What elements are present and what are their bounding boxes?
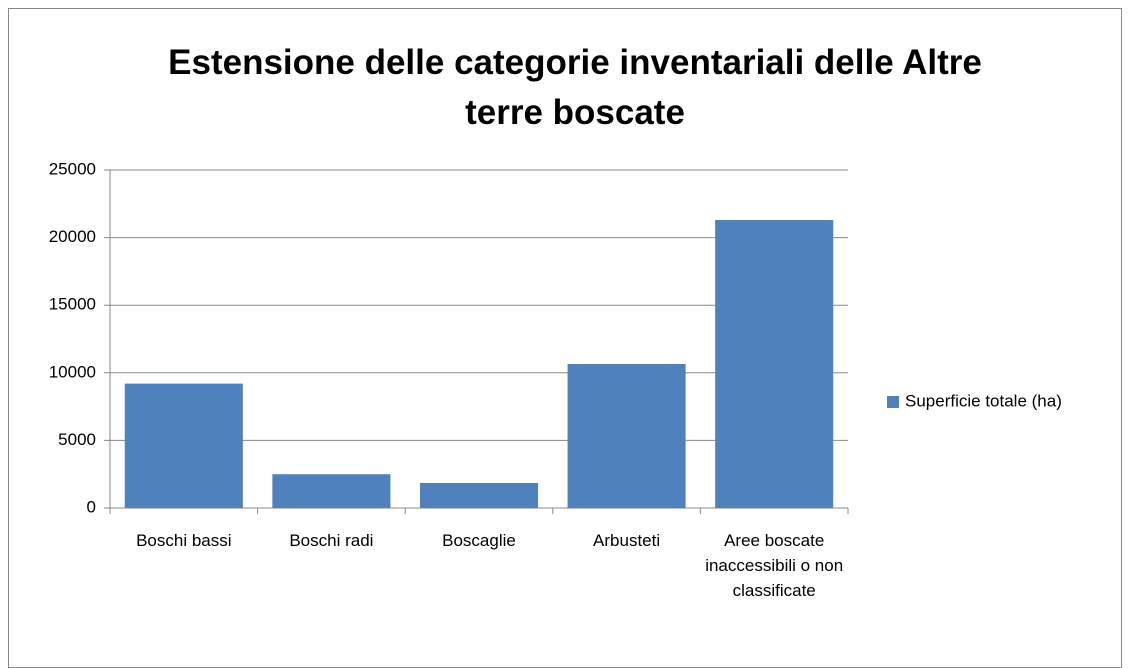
bar [272,474,391,508]
y-tick-label: 5000 [58,430,96,449]
x-tick-label: Aree boscate inaccessibili o non classif… [705,531,844,600]
x-tick-label: Arbusteti [593,531,661,550]
bar [124,383,243,508]
chart: Estensione delle categorie inventariali … [8,8,1122,668]
bar [715,220,834,509]
y-tick-label: 25000 [49,159,96,178]
bar [419,482,539,508]
x-tick-label: Boschi bassi [136,531,232,550]
y-tick-label: 15000 [49,295,96,314]
y-tick-label: 20000 [49,227,96,246]
legend-label: Superficie totale (ha) [905,391,1062,410]
y-tick-label: 10000 [49,362,96,381]
legend-swatch [887,396,899,408]
plot: 0 5000 10000 15000 20000 25000 Superficie tota… [49,159,1062,516]
bar [567,364,686,508]
x-tick-label: Boscaglie [442,531,516,550]
y-tick-label: 0 [87,497,96,516]
x-tick-label: Boschi radi [289,531,374,550]
chart-title: Estensione delle categorie inventariali … [168,43,982,132]
